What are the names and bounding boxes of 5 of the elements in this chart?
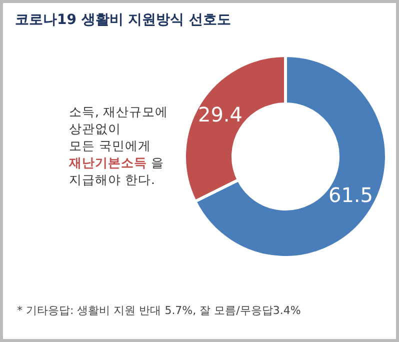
slice-label: 소득, 재산규모에 상관없이 모든 국민에게 재난기본소득 을 지급해야 한다.	[69, 103, 168, 188]
data-label: 61.5	[328, 183, 374, 208]
chart-title: 코로나19 생활비 지원방식 선호도	[15, 11, 232, 29]
data-label: 29.4	[198, 102, 243, 126]
text: * 기타응답: 생활비 지원 반대 5.7%, 잘 모름/무응답3.4%	[17, 303, 301, 318]
